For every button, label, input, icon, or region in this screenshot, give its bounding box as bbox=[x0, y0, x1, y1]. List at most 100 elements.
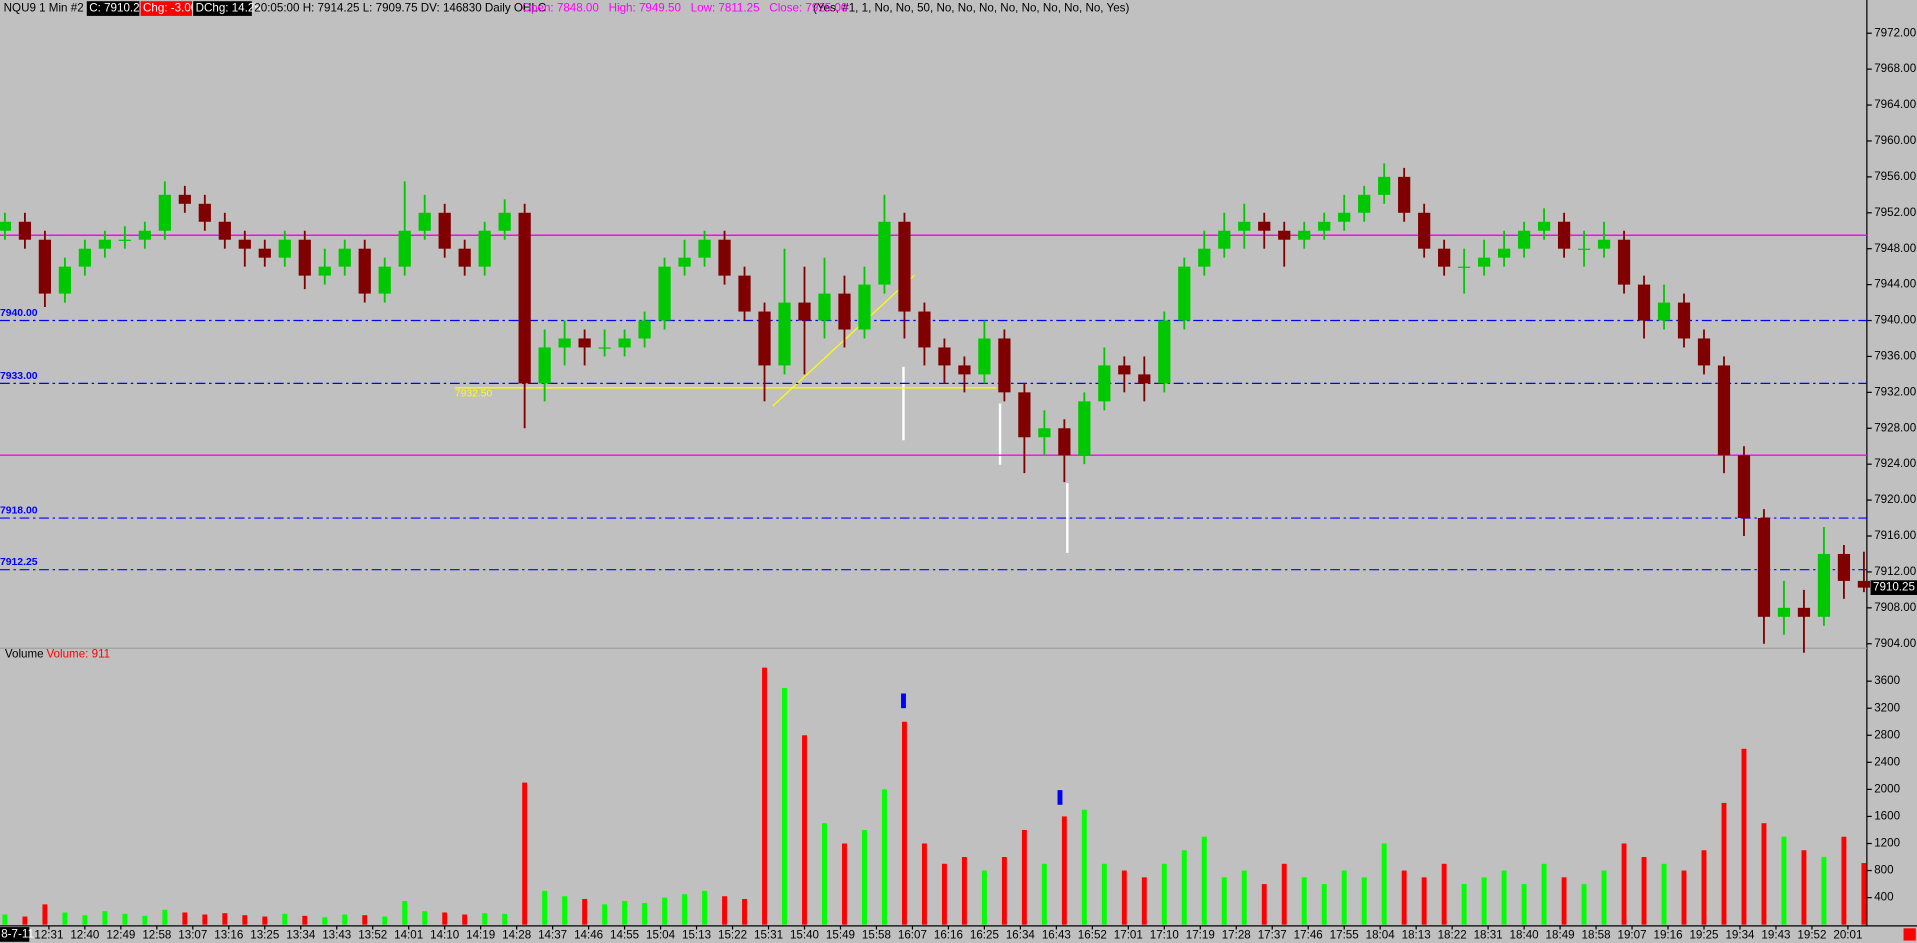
x-tick-label: 19:16 bbox=[1653, 929, 1682, 942]
candle-body bbox=[1318, 221, 1331, 231]
volume-bar bbox=[42, 904, 48, 925]
volume-bar bbox=[1061, 816, 1067, 925]
last-price: 7910.25 bbox=[1873, 581, 1915, 594]
x-tick-label: 18:22 bbox=[1438, 929, 1467, 942]
volume-bar bbox=[602, 904, 608, 925]
y-tick-label: 1600 bbox=[1874, 809, 1900, 822]
volume-bar bbox=[142, 915, 148, 925]
volume-bar bbox=[921, 843, 927, 925]
volume-bar bbox=[702, 890, 707, 925]
y-tick-label: 7972.00 bbox=[1874, 26, 1916, 39]
candle-body bbox=[58, 266, 72, 294]
daily-ohlc: Low: 7811.25 bbox=[691, 2, 760, 15]
candle-body bbox=[678, 257, 691, 267]
box bbox=[86, 1, 140, 16]
volume-bar bbox=[1261, 884, 1267, 925]
candle-body bbox=[278, 239, 291, 258]
x-tick-label: 16:07 bbox=[898, 929, 927, 942]
x-tick-label: 15:40 bbox=[790, 929, 819, 942]
y-tick-label: 7912.00 bbox=[1874, 565, 1916, 578]
volume-bar bbox=[742, 898, 747, 925]
volume-bar bbox=[1381, 843, 1387, 925]
x-tick-label: 13:34 bbox=[286, 929, 316, 942]
candle-body bbox=[1517, 230, 1531, 249]
x-tick-label: 18:13 bbox=[1402, 929, 1431, 942]
volume-bar bbox=[542, 890, 548, 925]
x-tick-label: 16:52 bbox=[1078, 929, 1107, 942]
y-tick-label: 2000 bbox=[1874, 782, 1900, 795]
volume-bar bbox=[382, 916, 388, 925]
volume-bar bbox=[862, 829, 867, 925]
y-tick-label: 7908.00 bbox=[1874, 601, 1916, 614]
y-tick-label: 7904.00 bbox=[1874, 637, 1916, 650]
candle-body bbox=[238, 239, 251, 249]
last-price-box bbox=[1870, 580, 1917, 595]
volume-bar bbox=[1281, 863, 1287, 925]
candle-body bbox=[298, 239, 311, 276]
candle-body bbox=[398, 230, 411, 267]
volume-bar bbox=[1621, 843, 1627, 925]
volume-bar bbox=[2, 914, 8, 925]
volume-bar bbox=[462, 914, 468, 925]
x-tick-label: 14:28 bbox=[502, 929, 531, 942]
y-tick-label: 7920.00 bbox=[1874, 493, 1916, 506]
volume-bar bbox=[122, 913, 128, 925]
price-level-label: 7912.25 bbox=[0, 557, 38, 568]
volume-bar bbox=[1681, 870, 1687, 925]
candle-body bbox=[778, 302, 791, 366]
x-tick-label: 16:43 bbox=[1042, 929, 1071, 942]
candle-body bbox=[1537, 221, 1551, 231]
price-level-label: 7940.00 bbox=[0, 308, 38, 319]
candle-body bbox=[1298, 230, 1311, 240]
candle-body bbox=[638, 320, 651, 339]
x-tick-label: 13:16 bbox=[214, 929, 243, 942]
volume-bar bbox=[1841, 836, 1847, 925]
volume-bar bbox=[1361, 877, 1367, 925]
x-tick-label: 15:22 bbox=[718, 929, 747, 942]
volume-bar bbox=[1401, 870, 1407, 925]
x-tick-label: 20:01 bbox=[1833, 929, 1862, 942]
volume-bar bbox=[941, 863, 947, 925]
volume-bar bbox=[802, 735, 807, 925]
candle-body bbox=[1078, 401, 1091, 456]
x-tick-label: 17:46 bbox=[1294, 929, 1323, 942]
candle-body bbox=[1238, 221, 1251, 231]
price-level-label: 7918.00 bbox=[0, 505, 38, 516]
candle-body bbox=[1018, 392, 1031, 438]
x-tick-label: 12:40 bbox=[70, 929, 99, 942]
volume-bar bbox=[1081, 809, 1087, 925]
date-box bbox=[0, 927, 30, 942]
volume-bar bbox=[1481, 877, 1487, 925]
daily-ohlc: Open: 7848.00 bbox=[522, 2, 599, 15]
candle-body bbox=[158, 194, 171, 231]
volume-bar bbox=[562, 896, 568, 925]
candle-body bbox=[1058, 428, 1071, 456]
candle-body bbox=[438, 212, 451, 249]
y-tick-label: 7928.00 bbox=[1874, 421, 1916, 434]
volume-bar bbox=[1201, 836, 1207, 925]
candle-body bbox=[1158, 320, 1171, 384]
y-tick-label: 7968.00 bbox=[1874, 62, 1916, 75]
volume-bar bbox=[342, 914, 348, 925]
candle-body bbox=[118, 239, 131, 241]
candle-body bbox=[178, 194, 191, 204]
volume-bar bbox=[842, 843, 847, 925]
x-tick-label: 18:31 bbox=[1474, 929, 1503, 942]
volume-title: Volume bbox=[5, 647, 44, 660]
candle-body bbox=[1198, 248, 1211, 267]
candle-body bbox=[1817, 553, 1831, 617]
candle-body bbox=[1577, 248, 1591, 250]
volume-bar bbox=[1541, 863, 1547, 925]
candle-body bbox=[1398, 176, 1411, 213]
volume-bar bbox=[1461, 884, 1467, 925]
x-tick-label: 12:58 bbox=[142, 929, 171, 942]
volume-bar bbox=[1441, 863, 1447, 925]
x-tick-label: 14:19 bbox=[466, 929, 495, 942]
candle-body bbox=[1418, 212, 1431, 249]
candle-body bbox=[958, 365, 971, 375]
volume-bar bbox=[1181, 850, 1187, 925]
candle-body bbox=[1358, 194, 1371, 213]
y-tick-label: 7960.00 bbox=[1874, 134, 1916, 147]
candle-body bbox=[498, 212, 511, 231]
